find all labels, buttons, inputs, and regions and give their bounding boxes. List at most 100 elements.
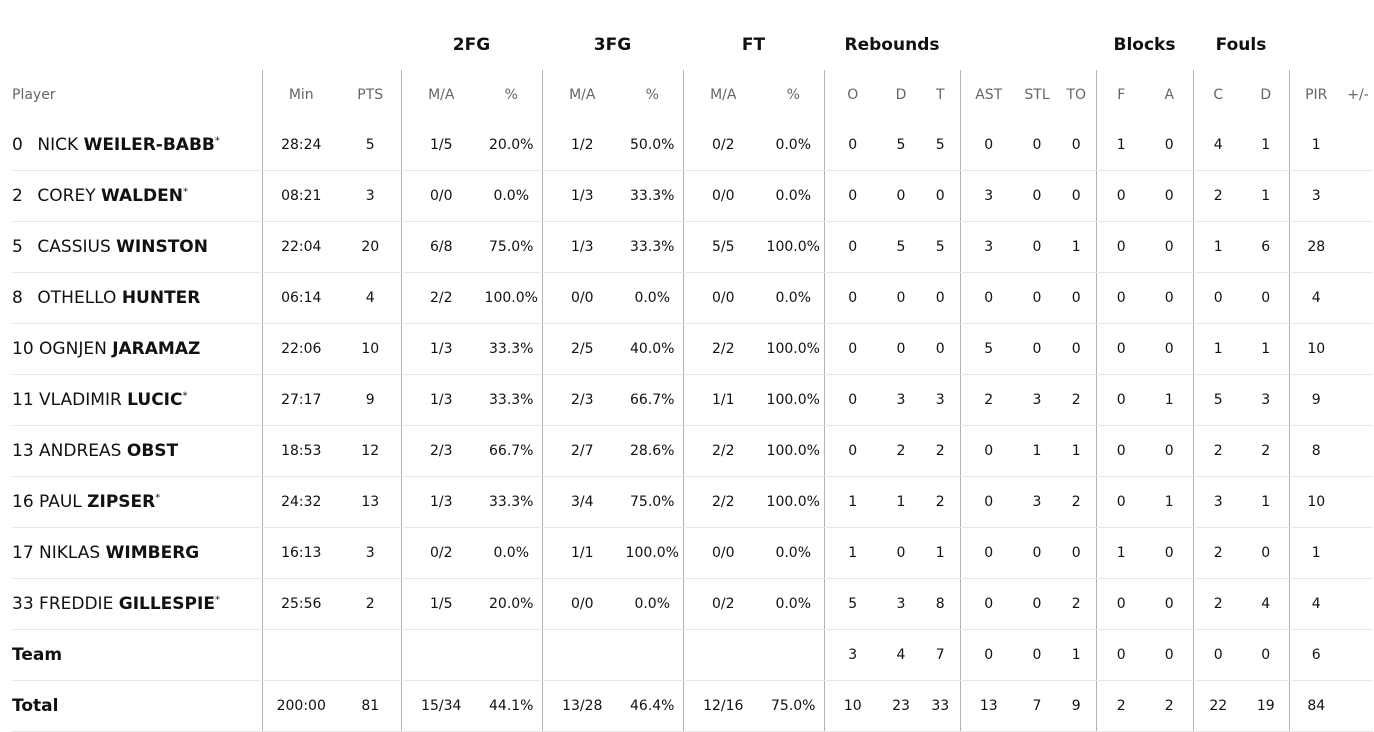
stat-cell: 0 bbox=[1057, 272, 1096, 324]
column-header[interactable]: PIR bbox=[1288, 70, 1343, 120]
stat-cell: 1 bbox=[823, 476, 881, 528]
player-row[interactable]: 0 NICK WEILER-BABB* 28:24 5 1/5 20.0% 1/2 50.0… bbox=[12, 120, 1373, 171]
player-name-cell[interactable]: 10 OGNJEN JARAMAZ bbox=[12, 323, 262, 375]
column-header[interactable]: % bbox=[504, 87, 518, 103]
stat-cell: 0/2 bbox=[682, 120, 763, 171]
stat-cell: 7 bbox=[921, 629, 960, 681]
player-name-cell[interactable]: 16 PAUL ZIPSER* bbox=[12, 476, 262, 528]
player-row[interactable]: 17 NIKLAS WIMBERG 16:13 3 0/2 0.0% 1/1 100.0% 0… bbox=[12, 527, 1373, 579]
stat-cell: 2/3 bbox=[400, 425, 481, 477]
column-header[interactable]: A bbox=[1164, 87, 1175, 103]
starter-mark: * bbox=[182, 390, 188, 402]
stat-cell: 0 bbox=[921, 323, 960, 375]
stat-cell: 0.0% bbox=[763, 120, 824, 171]
player-row[interactable]: 2 COREY WALDEN* 08:21 3 0/0 0.0% 1/3 33.3% 0/0 0… bbox=[12, 170, 1373, 222]
stat-cell: 7 bbox=[1017, 680, 1057, 732]
stat-cell: 9 bbox=[1288, 374, 1343, 426]
stat-cell: 33.3% bbox=[481, 476, 542, 528]
player-row[interactable]: 5 CASSIUS WINSTON 22:04 20 6/8 75.0% 1/3 33.3%… bbox=[12, 221, 1373, 273]
stat-cell: 9 bbox=[1057, 680, 1096, 732]
stat-cell: 100.0% bbox=[481, 272, 542, 324]
player-row[interactable]: 16 PAUL ZIPSER* 24:32 13 1/3 33.3% 3/4 75.0% 2/… bbox=[12, 476, 1373, 528]
group-3fg: 3FG bbox=[593, 35, 632, 55]
stat-cell: 0 bbox=[823, 374, 881, 426]
player-name-cell[interactable]: 0 NICK WEILER-BABB* bbox=[12, 120, 262, 171]
column-header[interactable]: Min bbox=[261, 70, 340, 120]
column-header[interactable]: AST bbox=[959, 70, 1017, 120]
column-header[interactable]: D bbox=[1260, 87, 1272, 103]
player-name-cell[interactable]: 2 COREY WALDEN* bbox=[12, 170, 262, 222]
column-header[interactable]: STL bbox=[1024, 87, 1050, 103]
stat-cell: 8 bbox=[921, 578, 960, 630]
stat-cell: 0 bbox=[1017, 323, 1057, 375]
player-row[interactable]: 8 OTHELLO HUNTER 06:14 4 2/2 100.0% 0/0 0.0% 0/… bbox=[12, 272, 1373, 324]
stat-cell: 0 bbox=[1146, 221, 1193, 273]
column-header[interactable]: T bbox=[935, 87, 945, 103]
stat-cell: 0.0% bbox=[622, 272, 683, 324]
stat-cell: 1/1 bbox=[682, 374, 763, 426]
player-row[interactable]: 10 OGNJEN JARAMAZ 22:06 10 1/3 33.3% 2/5 40.0%… bbox=[12, 323, 1373, 375]
column-header[interactable]: M/A bbox=[541, 70, 622, 120]
column-header[interactable]: C bbox=[1192, 70, 1243, 120]
column-header[interactable]: +/- bbox=[1347, 87, 1369, 103]
player-first-name: FREDDIE bbox=[39, 594, 114, 614]
stat-cell: 16:13 bbox=[261, 527, 340, 579]
column-header[interactable]: M/A bbox=[682, 70, 763, 120]
stat-cell: 0 bbox=[1095, 374, 1146, 426]
stat-cell: 75.0% bbox=[763, 680, 824, 732]
player-number: 11 bbox=[12, 390, 34, 410]
stat-cell: 0 bbox=[1057, 527, 1096, 579]
stat-cell: 0 bbox=[1146, 323, 1193, 375]
column-header[interactable]: O bbox=[823, 70, 881, 120]
stat-cell: 1 bbox=[1243, 170, 1289, 222]
stat-cell: 100.0% bbox=[763, 476, 824, 528]
stat-cell: 4 bbox=[881, 629, 921, 681]
column-header[interactable]: TO bbox=[1066, 87, 1087, 103]
stat-cell: 1 bbox=[1192, 221, 1243, 273]
stat-cell: 5 bbox=[921, 221, 960, 273]
stat-cell: 23 bbox=[881, 680, 921, 732]
player-row[interactable]: 11 VLADIMIR LUCIC* 27:17 9 1/3 33.3% 2/3 66.7%… bbox=[12, 374, 1373, 426]
stat-cell bbox=[400, 629, 481, 681]
stat-cell: 2 bbox=[881, 425, 921, 477]
player-name-cell[interactable]: 13 ANDREAS OBST bbox=[12, 425, 262, 477]
stat-cell: 0 bbox=[1017, 120, 1057, 171]
stat-cell bbox=[340, 629, 401, 681]
column-header[interactable]: Player bbox=[12, 87, 56, 103]
stat-cell: 0 bbox=[1192, 272, 1243, 324]
stat-cell: 2 bbox=[921, 476, 960, 528]
player-last-name: WIMBERG bbox=[105, 543, 200, 563]
stat-cell: 2 bbox=[1192, 425, 1243, 477]
stat-cell: 0 bbox=[823, 425, 881, 477]
player-name-cell[interactable]: 8 OTHELLO HUNTER bbox=[12, 272, 262, 324]
column-header[interactable]: F bbox=[1095, 70, 1146, 120]
stat-cell: 33.3% bbox=[622, 170, 683, 222]
stat-cell: 6/8 bbox=[400, 221, 481, 273]
column-header[interactable]: % bbox=[786, 87, 800, 103]
player-row[interactable]: 33 FREDDIE GILLESPIE* 25:56 2 1/5 20.0% 0/0 0.… bbox=[12, 578, 1373, 630]
group-2fg: 2FG bbox=[452, 35, 491, 55]
stat-cell: 0 bbox=[1095, 323, 1146, 375]
stat-cell: 100.0% bbox=[763, 374, 824, 426]
player-row[interactable]: 13 ANDREAS OBST 18:53 12 2/3 66.7% 2/7 28.6% 2/… bbox=[12, 425, 1373, 477]
player-last-name: WINSTON bbox=[116, 237, 208, 257]
column-header[interactable]: % bbox=[645, 87, 659, 103]
player-name-cell[interactable]: 33 FREDDIE GILLESPIE* bbox=[12, 578, 262, 630]
stat-cell: 3 bbox=[881, 578, 921, 630]
stat-cell: 0/0 bbox=[682, 170, 763, 222]
column-header[interactable]: D bbox=[895, 87, 907, 103]
starter-mark: * bbox=[155, 492, 161, 504]
boxscore-table: 2FG 3FG FT Rebounds Blocks Fouls Player M… bbox=[12, 20, 1373, 732]
stat-cell: 0 bbox=[1057, 120, 1096, 171]
player-name-cell[interactable]: 5 CASSIUS WINSTON bbox=[12, 221, 262, 273]
player-name-cell[interactable]: 17 NIKLAS WIMBERG bbox=[12, 527, 262, 579]
player-last-name: GILLESPIE bbox=[118, 594, 215, 614]
stat-cell: 2 bbox=[1095, 680, 1146, 732]
column-header[interactable]: M/A bbox=[400, 70, 481, 120]
stat-cell: 28:24 bbox=[261, 120, 340, 171]
starter-mark: * bbox=[214, 594, 220, 606]
player-name-cell[interactable]: 11 VLADIMIR LUCIC* bbox=[12, 374, 262, 426]
stat-cell: 1 bbox=[1057, 425, 1096, 477]
column-header[interactable]: PTS bbox=[357, 87, 384, 103]
